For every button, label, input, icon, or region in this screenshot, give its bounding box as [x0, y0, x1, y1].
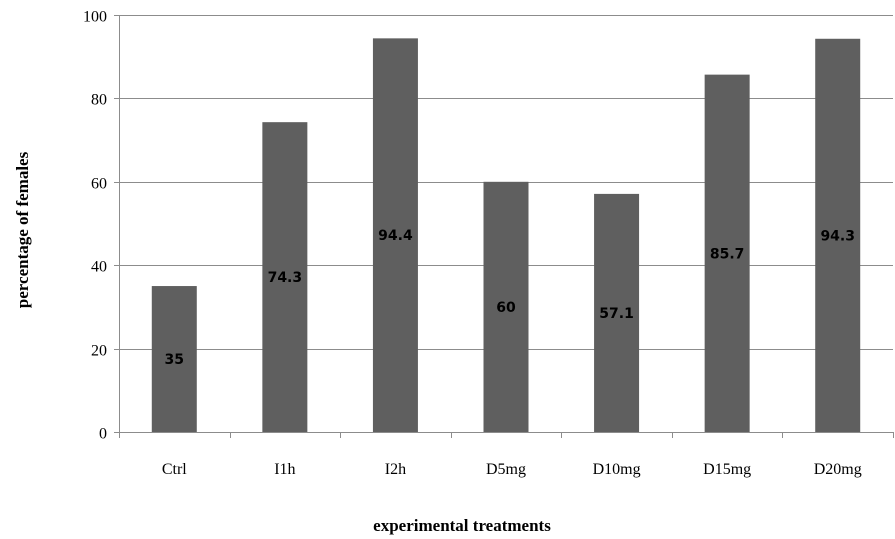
y-tick-label: 0 [99, 426, 107, 443]
x-axis-title: experimental treatments [373, 516, 551, 535]
y-tick-label: 60 [91, 176, 107, 193]
x-tick-label-d20mg: D20mg [814, 461, 862, 478]
x-tick-label-d15mg: D15mg [703, 461, 751, 478]
bar-d5mg [483, 181, 529, 432]
bar-i2h [372, 38, 418, 433]
y-tick-label: 80 [91, 92, 107, 109]
bar-d20mg [815, 38, 861, 432]
bars [151, 38, 861, 433]
y-tick-label: 40 [91, 259, 107, 276]
data-label-d20mg: 94.3 [820, 228, 855, 244]
data-label-ctrl: 35 [165, 352, 184, 368]
x-tick-label-ctrl: Ctrl [162, 461, 187, 478]
y-tick-label: 20 [91, 343, 107, 360]
y-axis-title: percentage of females [13, 151, 32, 308]
data-label-d15mg: 85.7 [710, 246, 745, 262]
y-axis-ticks: 0 20 40 60 80 100 [83, 9, 119, 443]
data-label-d5mg: 60 [496, 300, 516, 316]
bar-d10mg [594, 193, 640, 432]
axes [119, 15, 893, 433]
bar-i1h [262, 122, 308, 432]
data-label-i2h: 94.4 [378, 228, 413, 244]
x-tick-label-d10mg: D10mg [593, 461, 641, 478]
bar-ctrl [151, 286, 197, 432]
x-tick-label-d5mg: D5mg [486, 461, 526, 478]
x-tick-label-i2h: I2h [385, 461, 406, 478]
data-label-i1h: 74.3 [268, 270, 303, 286]
x-axis-ticks: Ctrl I1h I2h D5mg D10mg D15mg D20mg [119, 432, 894, 478]
bar-d15mg [704, 74, 750, 433]
x-tick-label-i1h: I1h [274, 461, 295, 478]
data-labels: 35 74.3 94.4 60 57.1 85.7 94.3 [165, 228, 855, 368]
data-label-d10mg: 57.1 [599, 306, 634, 322]
y-tick-label: 100 [83, 9, 107, 26]
